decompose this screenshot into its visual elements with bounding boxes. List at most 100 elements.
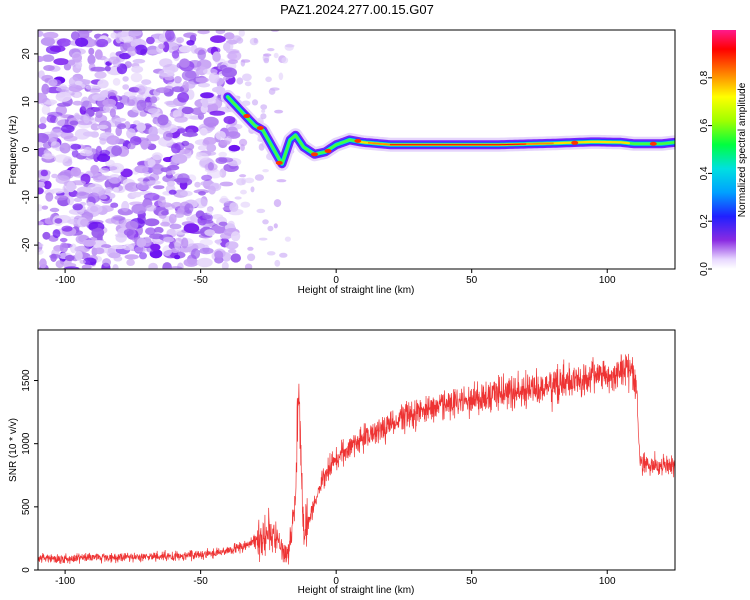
noise-blob [87,54,96,65]
figure-title: PAZ1.2024.277.00.15.G07 [280,2,434,17]
noise-blob [110,244,127,250]
noise-blob [55,91,72,102]
noise-blob [50,188,65,194]
noise-blob [162,41,170,53]
noise-blob [39,258,47,269]
noise-blob [38,123,47,130]
noise-blob [81,100,93,112]
noise-blob [55,116,66,127]
noise-blob [68,84,83,92]
noise-blob [75,61,83,69]
noise-blob [176,37,185,44]
noise-blob [218,157,234,163]
x-tick-label: -100 [55,275,75,286]
noise-blob [131,203,147,215]
noise-blob [244,177,255,184]
noise-blob [117,31,129,38]
noise-blob [166,170,176,175]
noise-blob [250,186,255,193]
noise-blob [151,152,163,161]
y-tick-label: 500 [21,498,32,515]
noise-blob [75,37,89,47]
noise-blob [151,163,164,175]
noise-blob [105,218,117,224]
snr-x-axis-label: Height of straight line (km) [298,585,415,596]
noise-blob [160,221,171,227]
noise-blob [108,252,121,259]
noise-blob [228,144,241,152]
noise-blob [212,51,221,62]
spectrogram-y-axis-label: Frequency (Hz) [8,116,19,185]
ridge-red [389,143,527,146]
noise-blob [97,79,109,89]
noise-blob [50,141,61,150]
noise-blob [174,213,184,218]
noise-blob [256,208,266,214]
noise-blob [157,114,169,126]
noise-blob [285,44,295,48]
noise-blob [179,190,193,197]
noise-blob [186,40,195,46]
noise-blob [214,250,224,261]
noise-blob [215,30,226,35]
noise-blob [45,192,54,202]
noise-blob [162,262,172,269]
noise-blob [70,243,77,254]
noise-blob [221,261,229,269]
noise-blob [230,253,241,263]
noise-blob [55,260,64,269]
noise-blob [72,100,83,106]
noise-blob [136,122,146,132]
noise-blob [198,82,210,88]
noise-blob [61,225,73,232]
noise-blob [42,141,53,149]
noise-blob [119,52,131,60]
noise-blob [201,98,209,108]
noise-blob [41,105,51,115]
noise-blob [144,218,160,227]
noise-blob [163,236,175,243]
noise-blob [278,72,284,81]
noise-blob [41,54,55,62]
noise-blob [59,142,71,154]
colorbar-tick-label: 0.0 [699,262,710,276]
noise-blob [40,37,56,46]
noise-blob [148,126,159,137]
noise-blob [202,214,212,220]
colorbar-gradient [712,30,736,269]
noise-blob [96,124,109,130]
noise-blob [41,83,50,95]
noise-blob [238,30,245,37]
noise-blob [119,95,130,105]
noise-blob [260,104,268,110]
noise-blob [148,262,158,269]
noise-blob [254,174,264,181]
noise-blob [161,210,169,216]
noise-blob [82,239,96,247]
noise-blob [204,229,216,237]
ridge-peak [243,114,251,119]
noise-blob [241,59,251,63]
y-tick-label: 20 [21,48,32,60]
noise-blob [101,244,112,249]
noise-blob [134,44,148,55]
noise-blob [178,45,192,53]
noise-blob [43,180,52,190]
noise-blob [38,55,44,63]
noise-blob [75,250,83,261]
noise-blob [80,218,90,227]
noise-blob [202,68,218,75]
noise-blob [183,223,200,234]
noise-blob [261,109,266,113]
noise-blob [242,73,252,82]
spectrogram-x-ticks: -100 -50 0 50 100 [55,269,616,286]
noise-blob [214,97,223,109]
noise-blob [236,178,246,186]
noise-blob [239,138,248,147]
noise-blob [260,113,267,120]
noise-blob [240,201,251,208]
colorbar-tick-label: 0.6 [699,118,710,132]
noise-blob [140,139,149,150]
noise-blob [49,45,66,53]
y-tick-label: 1000 [21,432,32,455]
